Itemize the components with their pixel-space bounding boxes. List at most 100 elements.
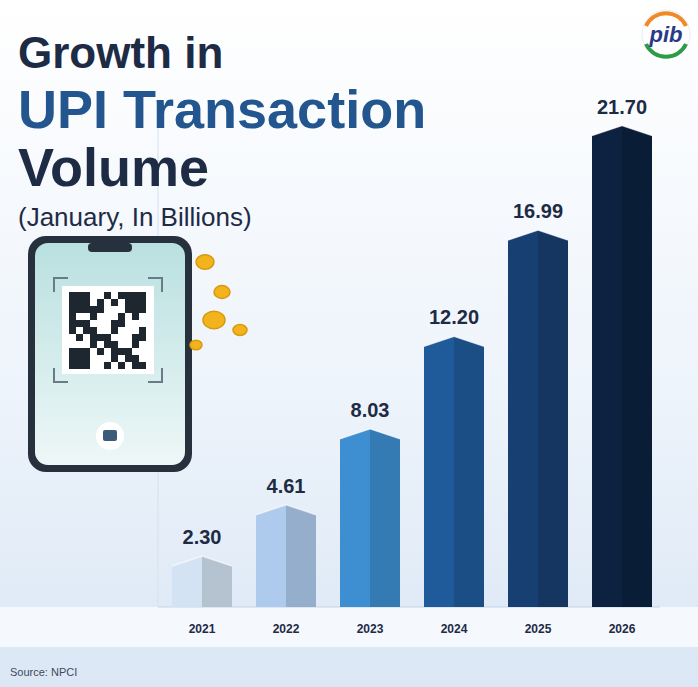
qr-cell xyxy=(139,362,146,369)
bar xyxy=(256,505,316,607)
coin xyxy=(196,255,214,269)
scan-corner xyxy=(148,278,162,292)
qr-cell xyxy=(69,306,76,313)
coin xyxy=(214,286,230,299)
qr-cell xyxy=(83,299,90,306)
baseline-band xyxy=(0,607,698,647)
bar xyxy=(592,126,652,607)
data-label: 8.03 xyxy=(351,399,390,421)
qr-cell xyxy=(76,292,83,299)
qr-cell xyxy=(104,292,111,299)
bar xyxy=(340,429,400,607)
background xyxy=(0,0,698,687)
x-tick-label: 2026 xyxy=(609,622,636,636)
qr-cell xyxy=(83,355,90,362)
bar-edge xyxy=(592,126,652,136)
bar-shade xyxy=(286,505,316,607)
qr-cell xyxy=(139,292,146,299)
qr-cell xyxy=(69,292,76,299)
qr-cell xyxy=(69,299,76,306)
qr-cell xyxy=(76,320,83,327)
qr-cell xyxy=(97,334,104,341)
data-label: 21.70 xyxy=(597,96,647,118)
x-axis-line xyxy=(158,607,660,608)
bar-shade xyxy=(622,126,652,607)
x-tick-label: 2023 xyxy=(357,622,384,636)
qr-cell xyxy=(132,341,139,348)
qr-cell xyxy=(97,306,104,313)
qr-cell xyxy=(83,362,90,369)
qr-cell xyxy=(125,292,132,299)
x-tick-label: 2025 xyxy=(525,622,552,636)
qr-cell xyxy=(104,362,111,369)
qr-cell xyxy=(125,306,132,313)
coin xyxy=(233,324,247,335)
bar xyxy=(424,336,484,607)
qr-cell xyxy=(69,320,76,327)
qr-cell xyxy=(76,299,83,306)
qr-cell xyxy=(97,348,104,355)
phone-icon xyxy=(103,430,117,441)
scan-corner xyxy=(54,278,68,292)
qr-cell xyxy=(90,313,97,320)
qr-cell xyxy=(132,313,139,320)
coin xyxy=(203,311,225,329)
bar-edge xyxy=(172,556,232,566)
qr-cell xyxy=(76,306,83,313)
chart-svg: Growth inUPI TransactionVolume(January, … xyxy=(0,0,698,687)
qr-cell xyxy=(125,348,132,355)
coin xyxy=(190,340,202,350)
qr-cell xyxy=(111,327,118,334)
data-label: 2.30 xyxy=(183,526,222,548)
subtitle: (January, In Billions) xyxy=(18,202,252,232)
bar-shade xyxy=(370,429,400,607)
x-tick-label: 2022 xyxy=(273,622,300,636)
bar-edge xyxy=(508,230,568,240)
data-label: 12.20 xyxy=(429,306,479,328)
qr-cell xyxy=(69,362,76,369)
qr-cell xyxy=(132,362,139,369)
qr-cell xyxy=(69,313,76,320)
bar-edge xyxy=(340,429,400,439)
data-label: 16.99 xyxy=(513,200,563,222)
phone-body xyxy=(28,236,192,472)
qr-cell xyxy=(118,348,125,355)
qr-cell xyxy=(69,348,76,355)
qr-cell xyxy=(111,320,118,327)
qr-cell xyxy=(83,348,90,355)
qr-cell xyxy=(76,348,83,355)
scan-corner xyxy=(54,368,68,382)
qr-cell xyxy=(83,320,90,327)
qr-cell xyxy=(118,313,125,320)
x-tick-label: 2021 xyxy=(189,622,216,636)
bar-edge xyxy=(424,336,484,346)
qr-cell xyxy=(83,292,90,299)
qr-cell xyxy=(76,334,83,341)
qr-cell xyxy=(125,299,132,306)
qr-cell xyxy=(76,362,83,369)
bar xyxy=(508,230,568,607)
qr-cell xyxy=(132,292,139,299)
qr-cell xyxy=(83,306,90,313)
qr-cell xyxy=(132,299,139,306)
scan-corner xyxy=(148,368,162,382)
qr-cell xyxy=(118,320,125,327)
qr-cell xyxy=(139,334,146,341)
phone-notch xyxy=(88,243,132,252)
qr-cell xyxy=(125,355,132,362)
logo: pib xyxy=(642,10,690,58)
qr-cell xyxy=(90,327,97,334)
bars xyxy=(172,126,652,607)
qr-cell xyxy=(139,306,146,313)
qr-cell xyxy=(90,334,97,341)
qr-cell xyxy=(111,299,118,306)
data-label: 4.61 xyxy=(267,475,306,497)
qr-cell xyxy=(132,334,139,341)
bar-shade xyxy=(454,336,484,607)
bar-edge xyxy=(256,505,316,515)
qr-cell xyxy=(69,327,76,334)
qr-cell xyxy=(76,355,83,362)
qr-cell xyxy=(111,348,118,355)
qr-cell xyxy=(139,327,146,334)
title-line: Growth in xyxy=(18,28,223,77)
